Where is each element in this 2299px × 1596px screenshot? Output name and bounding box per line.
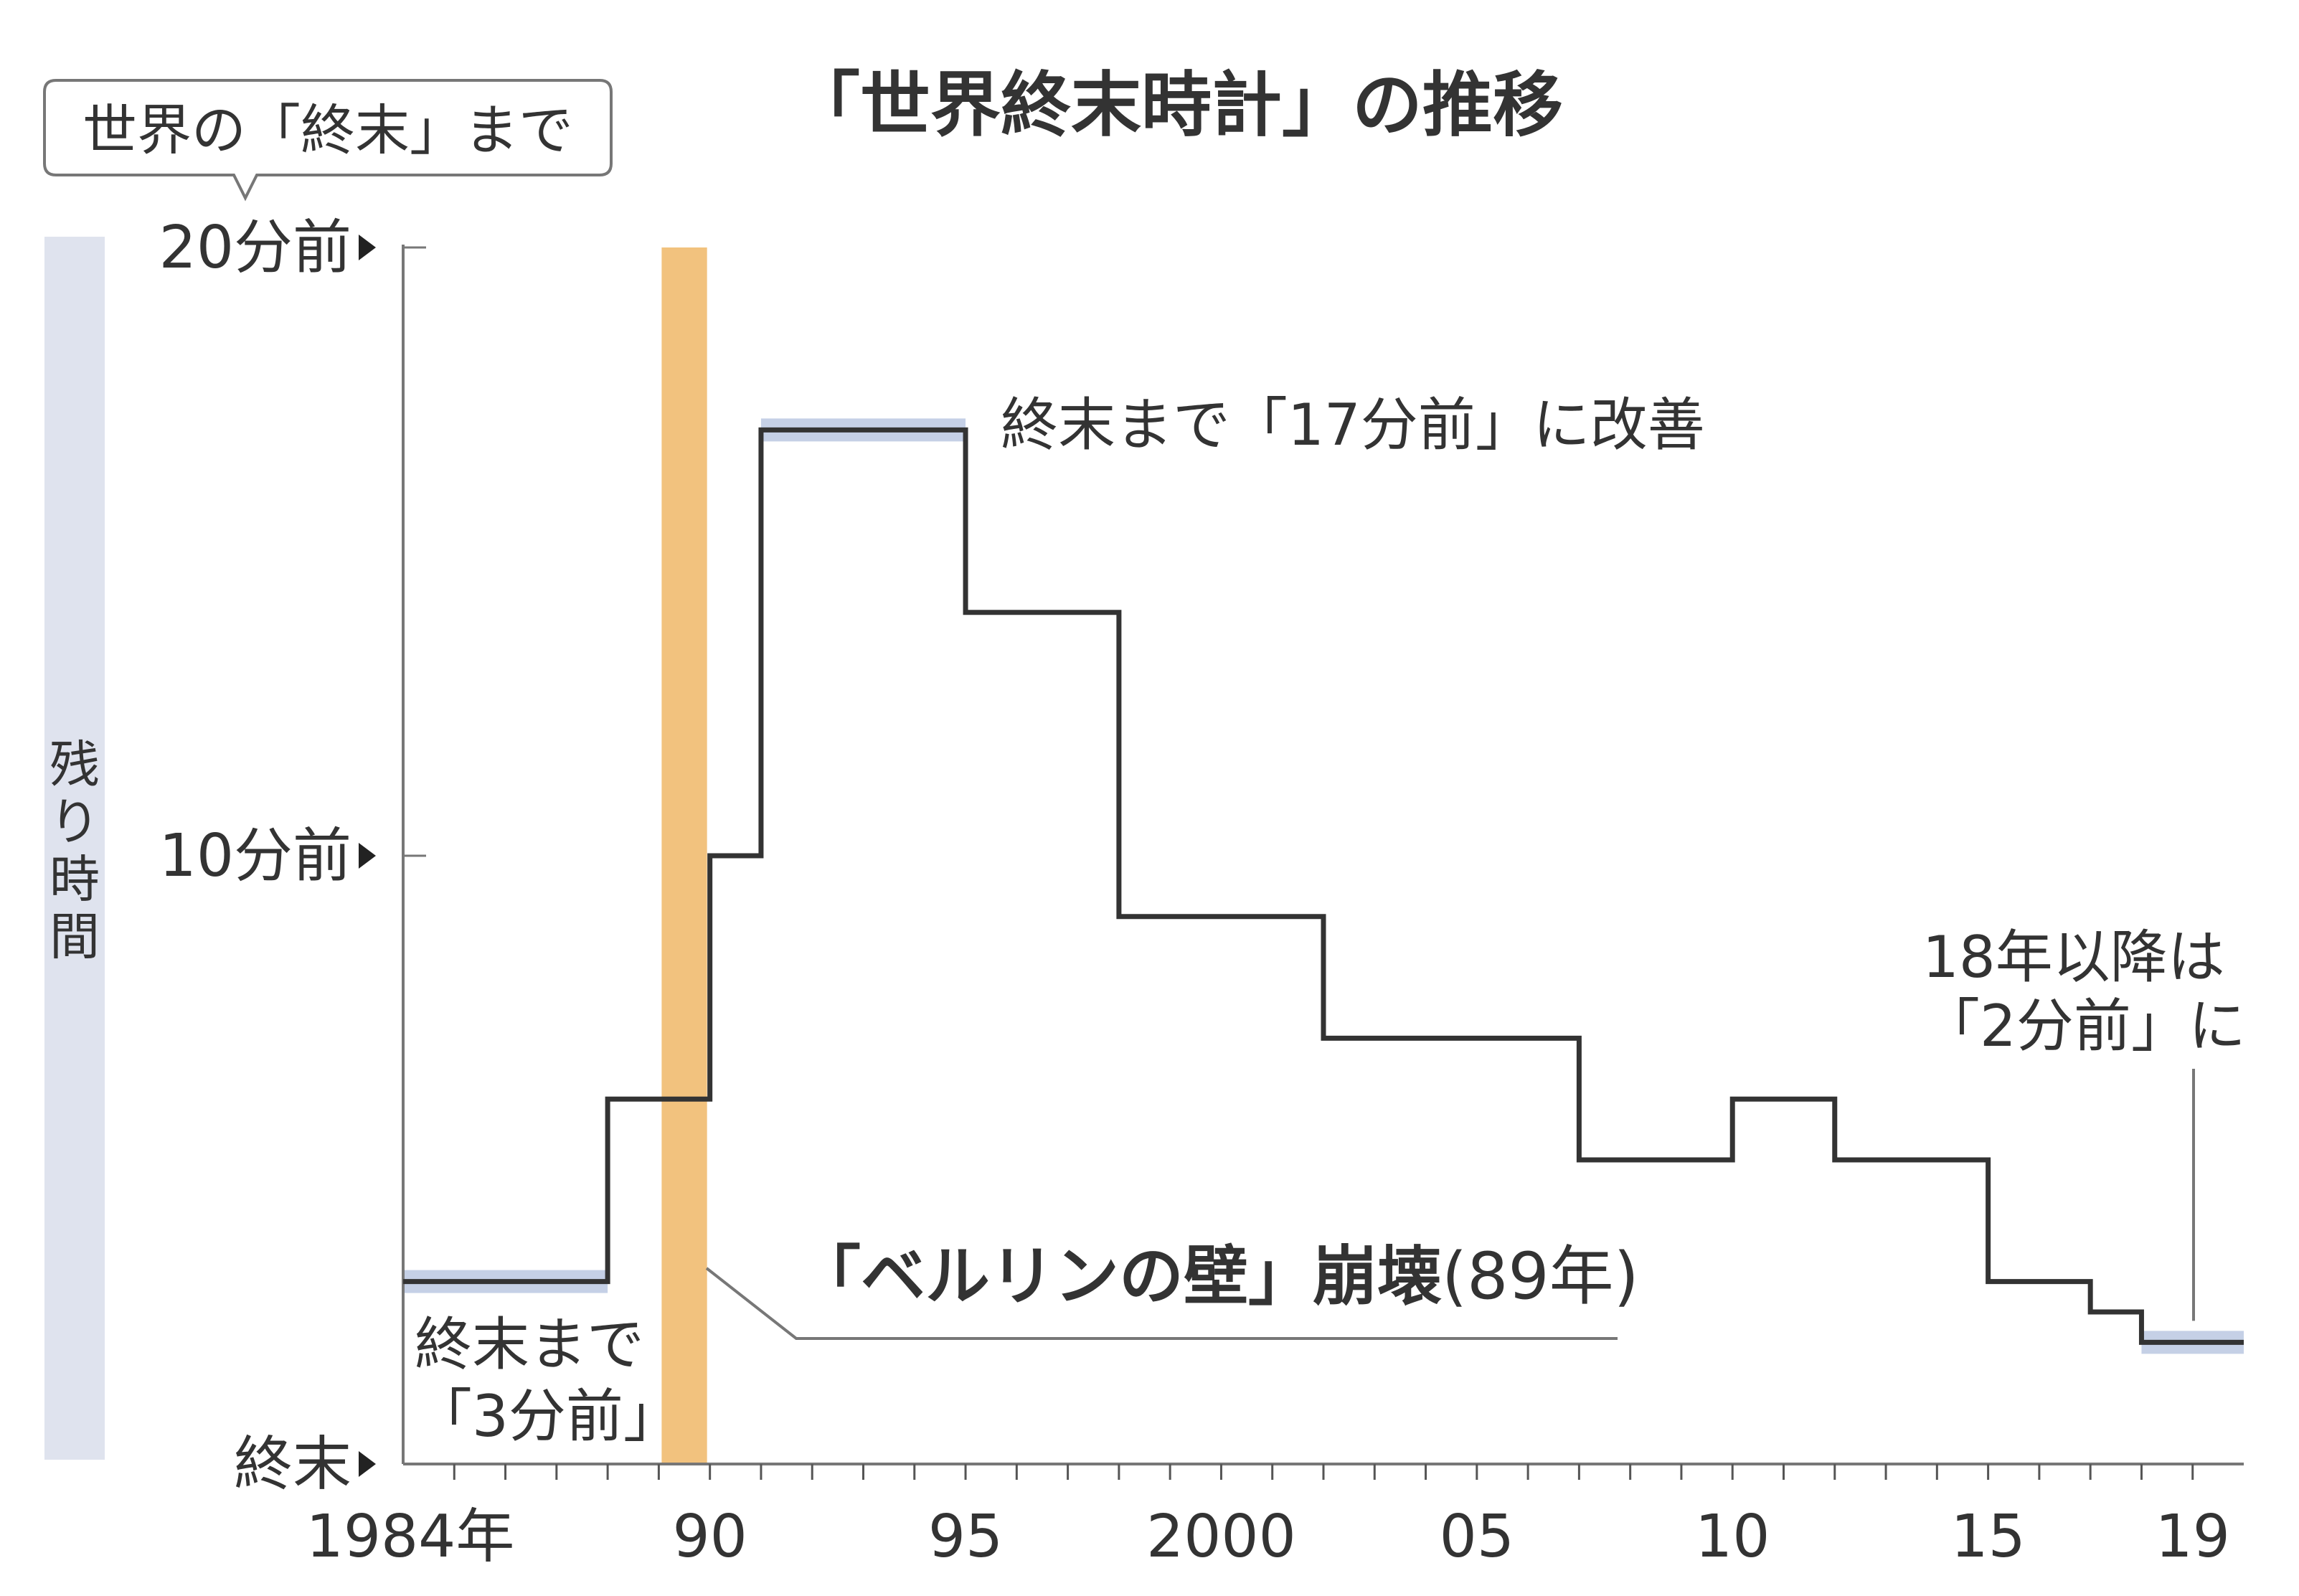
- y-tick-label-2: 終末: [234, 1430, 351, 1498]
- annotation-3min-line-1: 「3分前」: [415, 1383, 681, 1450]
- x-tick-label-7: 19: [2156, 1503, 2230, 1571]
- x-tick-label-2: 95: [928, 1503, 1003, 1571]
- event-band-berlin-wall: [661, 247, 707, 1464]
- ylabel-char-0: 残: [49, 735, 100, 794]
- y-tick-arrow-0: [359, 235, 376, 260]
- chart-subtitle: 世界の「終末」まで: [82, 98, 573, 162]
- subtitle-callout: 世界の「終末」まで: [43, 79, 613, 202]
- step-line-series-0: [403, 427, 2244, 1345]
- annotation-17min: 終末まで「17分前」に改善: [1001, 392, 1705, 458]
- y-tick-arrow-2: [359, 1451, 376, 1477]
- x-tick-label-1: 90: [672, 1503, 747, 1571]
- annotation-3min-line-0: 終末まで: [415, 1311, 644, 1378]
- annotation-2min-line-1: 「2分前」に: [1922, 993, 2246, 1059]
- x-tick-label-0: 1984年: [306, 1503, 515, 1571]
- chart-title: 「世界終末時計」の推移: [790, 65, 1563, 146]
- annotation-berlin-wall: 「ベルリンの壁」崩壊(89年): [796, 1239, 1639, 1314]
- berlin-wall-leader-line: [705, 1267, 1618, 1340]
- ylabel-strip: [44, 237, 105, 1460]
- ylabel-char-1: り: [49, 793, 100, 851]
- y-tick-label-1: 10分前: [159, 822, 351, 890]
- x-tick-label-3: 2000: [1146, 1503, 1296, 1571]
- annotation-2min-line-0: 18年以降は: [1922, 924, 2225, 991]
- x-tick-label-4: 05: [1440, 1503, 1514, 1571]
- x-tick-label-5: 10: [1695, 1503, 1770, 1571]
- ylabel-char-3: 間: [49, 907, 100, 966]
- y-tick-arrow-1: [359, 843, 376, 869]
- x-tick-label-6: 15: [1950, 1503, 2025, 1571]
- y-tick-label-0: 20分前: [159, 214, 351, 282]
- ylabel-char-2: 時: [49, 850, 100, 909]
